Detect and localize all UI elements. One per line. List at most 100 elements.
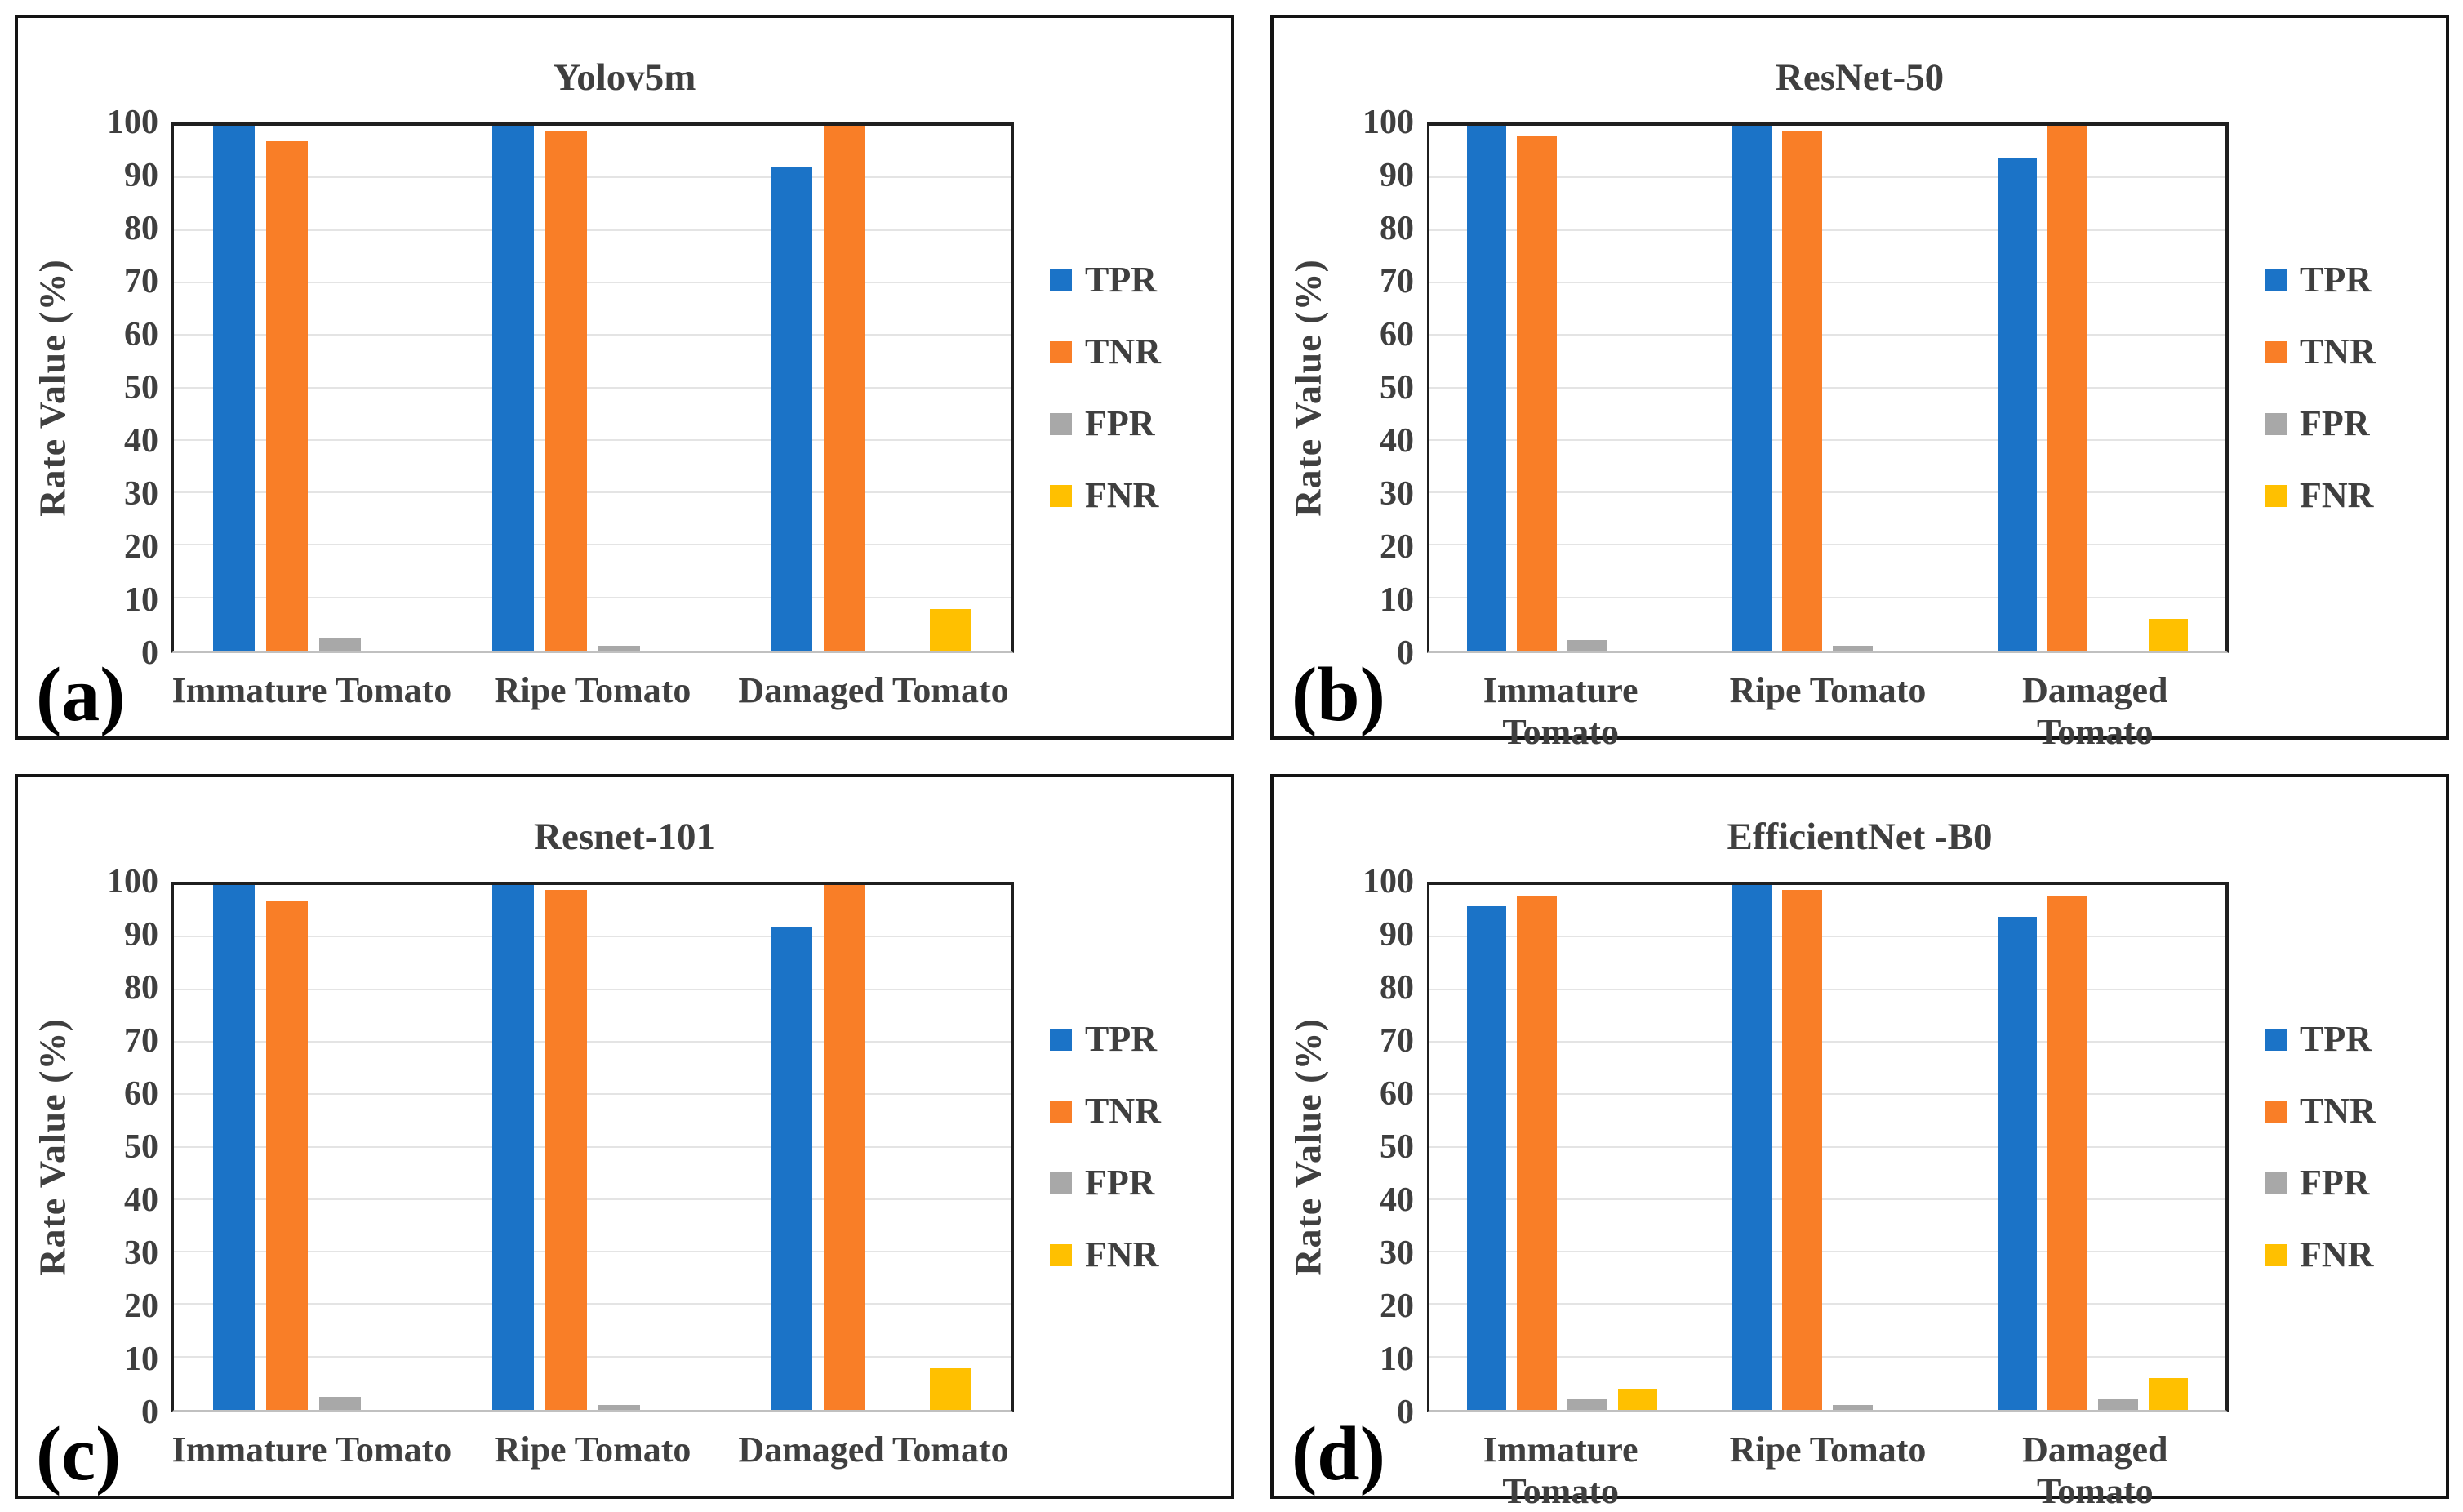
panel-letter: (b) xyxy=(1292,652,1385,737)
bar-fnr xyxy=(929,608,972,651)
gridline xyxy=(1429,936,2225,938)
y-tick-label: 90 xyxy=(1380,916,1414,954)
gridline xyxy=(1429,1040,2225,1043)
chart-panel: Yolov5m Rate Value (%) 0 10 20 30 40 50 60 70 80… xyxy=(15,15,1234,740)
legend-item: TPR xyxy=(2265,262,2446,298)
y-tick-label: 10 xyxy=(1380,581,1414,619)
y-axis-title-col: Rate Value (%) xyxy=(18,122,87,653)
y-tick-label: 80 xyxy=(124,969,158,1007)
panel-letter: (a) xyxy=(36,652,126,737)
y-tick-label: 0 xyxy=(141,1394,158,1431)
legend-swatch-tnr xyxy=(2265,1100,2287,1123)
gridline xyxy=(174,438,1011,441)
legend-swatch-fnr xyxy=(1050,1243,1072,1266)
bar-group xyxy=(1429,885,1695,1410)
legend-item: TPR xyxy=(1050,1021,1231,1057)
bar-fpr xyxy=(598,1404,640,1410)
bar-tpr xyxy=(212,885,256,1410)
legend-swatch-tpr xyxy=(1050,1028,1072,1051)
y-axis-title: Rate Value (%) xyxy=(31,1018,73,1276)
legend: TPR TNR FPR FNR xyxy=(1047,122,1231,653)
chart-mid: Rate Value (%) 0 10 20 30 40 50 60 70 80 90 100 TP… xyxy=(1274,865,2446,1430)
bar-group xyxy=(174,885,453,1410)
y-axis-tick-labels: 0 10 20 30 40 50 60 70 80 90 100 xyxy=(1342,865,1427,1430)
gridline xyxy=(174,988,1011,990)
y-tick-label: 50 xyxy=(1380,369,1414,407)
legend-label: FNR xyxy=(2300,475,2374,515)
y-tick-label: 10 xyxy=(124,1341,158,1378)
legend-label: TNR xyxy=(2300,331,2376,371)
gridline xyxy=(1429,229,2225,231)
y-tick-label: 20 xyxy=(1380,1287,1414,1325)
y-tick-label: 60 xyxy=(1380,316,1414,354)
gridline xyxy=(174,1251,1011,1253)
chart-panel: ResNet-50 Rate Value (%) 0 10 20 30 40 50 60 70… xyxy=(1270,15,2449,752)
bar-tnr xyxy=(545,131,587,651)
y-axis-tick-labels: 0 10 20 30 40 50 60 70 80 90 100 xyxy=(87,105,171,670)
chart-title: ResNet-50 xyxy=(1775,56,1945,99)
legend-label: TPR xyxy=(1085,1019,1157,1059)
chart-mid: Rate Value (%) 0 10 20 30 40 50 60 70 80 90 100 TP… xyxy=(18,105,1231,670)
legend-label: TNR xyxy=(1085,331,1161,371)
category-label: Ripe Tomato xyxy=(1729,670,1927,710)
gridline xyxy=(174,936,1011,938)
y-tick-label: 50 xyxy=(124,369,158,407)
legend-swatch-fnr xyxy=(1050,484,1072,507)
legend-label: FPR xyxy=(1085,403,1155,443)
y-tick-label: 70 xyxy=(124,263,158,300)
plot-area xyxy=(171,122,1014,653)
y-tick-label: 80 xyxy=(1380,969,1414,1007)
category-label: Immature Tomato xyxy=(171,670,452,710)
legend-swatch-fnr xyxy=(2265,1243,2287,1266)
legend-swatch-tpr xyxy=(2265,269,2287,291)
gridline xyxy=(174,334,1011,336)
legend-label: FPR xyxy=(1085,1163,1155,1203)
gridline xyxy=(1429,988,2225,990)
legend-item: TNR xyxy=(1050,334,1231,370)
bar-fpr xyxy=(318,637,361,651)
y-tick-label: 40 xyxy=(1380,422,1414,460)
y-axis-title-col: Rate Value (%) xyxy=(1274,882,1342,1412)
category-label: Damaged Tomato xyxy=(738,1430,1009,1470)
bar-tnr xyxy=(2047,895,2087,1410)
category-label: Ripe Tomato xyxy=(1729,1430,1927,1470)
legend-swatch-tnr xyxy=(1050,340,1072,363)
chart-title: EfficientNet -B0 xyxy=(1727,816,1993,858)
chart-title: Yolov5m xyxy=(553,56,696,99)
y-tick-label: 80 xyxy=(124,210,158,247)
legend-label: TNR xyxy=(2300,1091,2376,1131)
category-label: Immature Tomato xyxy=(1483,670,1638,752)
gridline xyxy=(1429,544,2225,546)
bar-group xyxy=(174,126,453,651)
gridline xyxy=(1429,386,2225,389)
gridline xyxy=(174,281,1011,283)
y-tick-label: 90 xyxy=(1380,157,1414,194)
bar-fpr xyxy=(1567,1399,1607,1410)
bar-group xyxy=(1960,885,2225,1410)
bar-tpr xyxy=(212,126,256,651)
legend: TPR TNR FPR FNR xyxy=(1047,882,1231,1412)
chart-body: Rate Value (%) 0 10 20 30 40 50 60 70 80 90 100 TP… xyxy=(18,865,1231,1496)
chart-title: Resnet-101 xyxy=(534,816,715,858)
bar-tnr xyxy=(2047,126,2087,651)
y-tick-label: 100 xyxy=(107,104,158,141)
category-label: Damaged Tomato xyxy=(738,670,1009,710)
gridline xyxy=(1429,1145,2225,1148)
bar-tnr xyxy=(1782,131,1822,651)
chart-body: Rate Value (%) 0 10 20 30 40 50 60 70 80 90 100 TP… xyxy=(18,105,1231,736)
gridline xyxy=(1429,491,2225,494)
y-tick-label: 70 xyxy=(1380,263,1414,300)
legend-swatch-fpr xyxy=(1050,1172,1072,1194)
gridline xyxy=(174,1198,1011,1200)
bar-tpr xyxy=(1732,885,1772,1410)
legend-swatch-tpr xyxy=(2265,1028,2287,1051)
y-tick-label: 90 xyxy=(124,916,158,954)
legend-label: FNR xyxy=(2300,1234,2374,1274)
legend-item: TNR xyxy=(1050,1093,1231,1129)
y-tick-label: 40 xyxy=(1380,1181,1414,1219)
chart-panel: EfficientNet -B0 Rate Value (%) 0 10 20 30 4… xyxy=(1270,774,2449,1511)
y-tick-label: 20 xyxy=(124,1287,158,1325)
bar-fpr xyxy=(318,1396,361,1410)
y-tick-label: 70 xyxy=(1380,1022,1414,1060)
